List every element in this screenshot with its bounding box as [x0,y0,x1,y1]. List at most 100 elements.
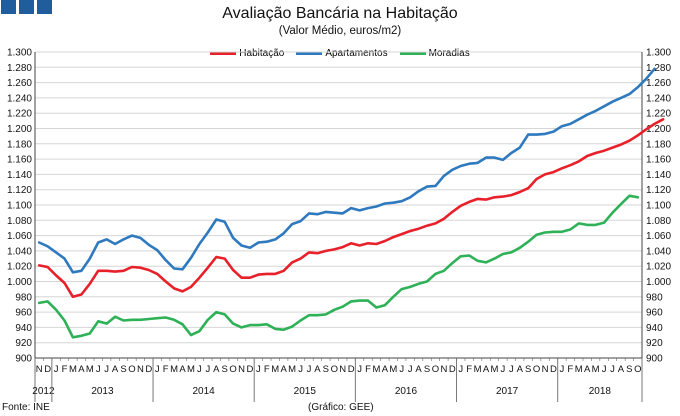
month-label-19: J [197,364,202,375]
month-label-1: D [44,364,51,375]
y-tick-right-960: 960 [646,308,663,319]
y-tick-left-1280: 1.280 [7,63,32,74]
month-label-43: J [399,364,404,375]
month-label-71: O [634,364,641,375]
month-label-69: A [618,364,625,375]
y-tick-right-1200: 1.200 [646,124,671,135]
series-line-moradias [37,194,640,339]
month-label-38: J [357,364,362,375]
y-tick-right-1020: 1.020 [646,262,671,273]
month-label-17: A [179,364,186,375]
y-tick-left-1300: 1.300 [7,48,32,59]
month-label-34: S [323,364,329,375]
year-label-2018: 2018 [589,386,612,397]
month-label-44: J [408,364,413,375]
y-tick-right-1120: 1.120 [646,185,671,196]
year-label-2016: 2016 [395,386,418,397]
month-label-51: F [466,364,472,375]
y-tick-left-940: 940 [15,323,32,334]
y-tick-right-1060: 1.060 [646,231,671,242]
month-label-8: J [104,364,109,375]
y-tick-left-1200: 1.200 [7,124,32,135]
legend-item-habitacao: Habitação [210,48,284,59]
month-label-27: F [264,364,270,375]
month-label-66: M [592,364,600,375]
month-label-24: N [238,364,245,375]
year-label-2013: 2013 [91,386,114,397]
month-label-39: F [365,364,371,375]
month-label-23: O [229,364,236,375]
month-label-60: N [542,364,549,375]
month-label-7: J [96,364,101,375]
month-label-22: S [222,364,228,375]
month-label-45: A [415,364,422,375]
month-label-42: M [389,364,397,375]
brand-logo-block-1 [1,0,16,14]
month-label-18: M [187,364,195,375]
month-label-55: J [501,364,506,375]
month-label-35: O [331,364,338,375]
month-label-33: A [314,364,321,375]
y-tick-left-1100: 1.100 [7,201,32,212]
legend-item-moradias: Moradias [399,48,470,59]
legend-label-moradias: Moradias [428,48,470,59]
y-tick-right-1180: 1.180 [646,139,671,150]
brand-logo-block-2 [19,0,34,14]
y-tick-left-1140: 1.140 [7,170,32,181]
legend-label-habitacao: Habitação [239,48,285,59]
y-tick-right-940: 940 [646,323,663,334]
month-label-26: J [256,364,261,375]
y-tick-left-1240: 1.240 [7,93,32,104]
y-tick-left-1260: 1.260 [7,78,32,89]
month-label-49: D [449,364,456,375]
month-label-68: J [610,364,615,375]
month-label-41: A [382,364,389,375]
month-label-61: D [550,364,557,375]
y-tick-left-980: 980 [15,292,32,303]
month-label-64: M [575,364,583,375]
month-label-52: M [474,364,482,375]
chart-credit: (Gráfico: GEE) [308,402,374,413]
month-label-9: A [112,364,119,375]
month-label-30: M [288,364,296,375]
y-tick-right-1080: 1.080 [646,216,671,227]
month-label-0: N [36,364,43,375]
month-label-58: S [525,364,531,375]
y-tick-left-1020: 1.020 [7,262,32,273]
y-tick-left-1080: 1.080 [7,216,32,227]
y-tick-left-920: 920 [15,338,32,349]
series-line-habitacao [37,118,665,299]
y-tick-right-920: 920 [646,338,663,349]
y-tick-right-980: 980 [646,292,663,303]
chart-legend: Habitação Apartamentos Moradias [0,48,680,59]
y-tick-left-1220: 1.220 [7,109,32,120]
chart-subtitle: (Valor Médio, euros/m2) [278,25,402,37]
month-label-3: F [62,364,68,375]
y-tick-right-1100: 1.100 [646,201,671,212]
year-label-2012: 2012 [32,386,55,397]
month-label-12: N [137,364,144,375]
chart-title: Avaliação Bancária na Habitação [222,5,458,22]
year-label-2015: 2015 [294,386,317,397]
month-label-63: F [567,364,573,375]
source-note: Fonte: INE [2,402,50,413]
month-label-67: J [602,364,607,375]
legend-label-apartamentos: Apartamentos [325,48,388,59]
y-tick-right-900: 900 [646,354,663,365]
y-tick-right-1300: 1.300 [646,48,671,59]
y-tick-right-1140: 1.140 [646,170,671,181]
month-label-14: J [155,364,160,375]
legend-swatch-habitacao [210,52,237,55]
y-tick-left-1040: 1.040 [7,246,32,257]
month-label-70: S [626,364,632,375]
month-label-6: M [86,364,94,375]
month-label-5: A [78,364,85,375]
month-label-11: O [128,364,135,375]
y-tick-right-1000: 1.000 [646,277,671,288]
month-label-13: D [145,364,152,375]
month-label-32: J [307,364,312,375]
y-tick-left-1060: 1.060 [7,231,32,242]
month-label-37: D [348,364,355,375]
y-tick-left-1160: 1.160 [7,155,32,166]
